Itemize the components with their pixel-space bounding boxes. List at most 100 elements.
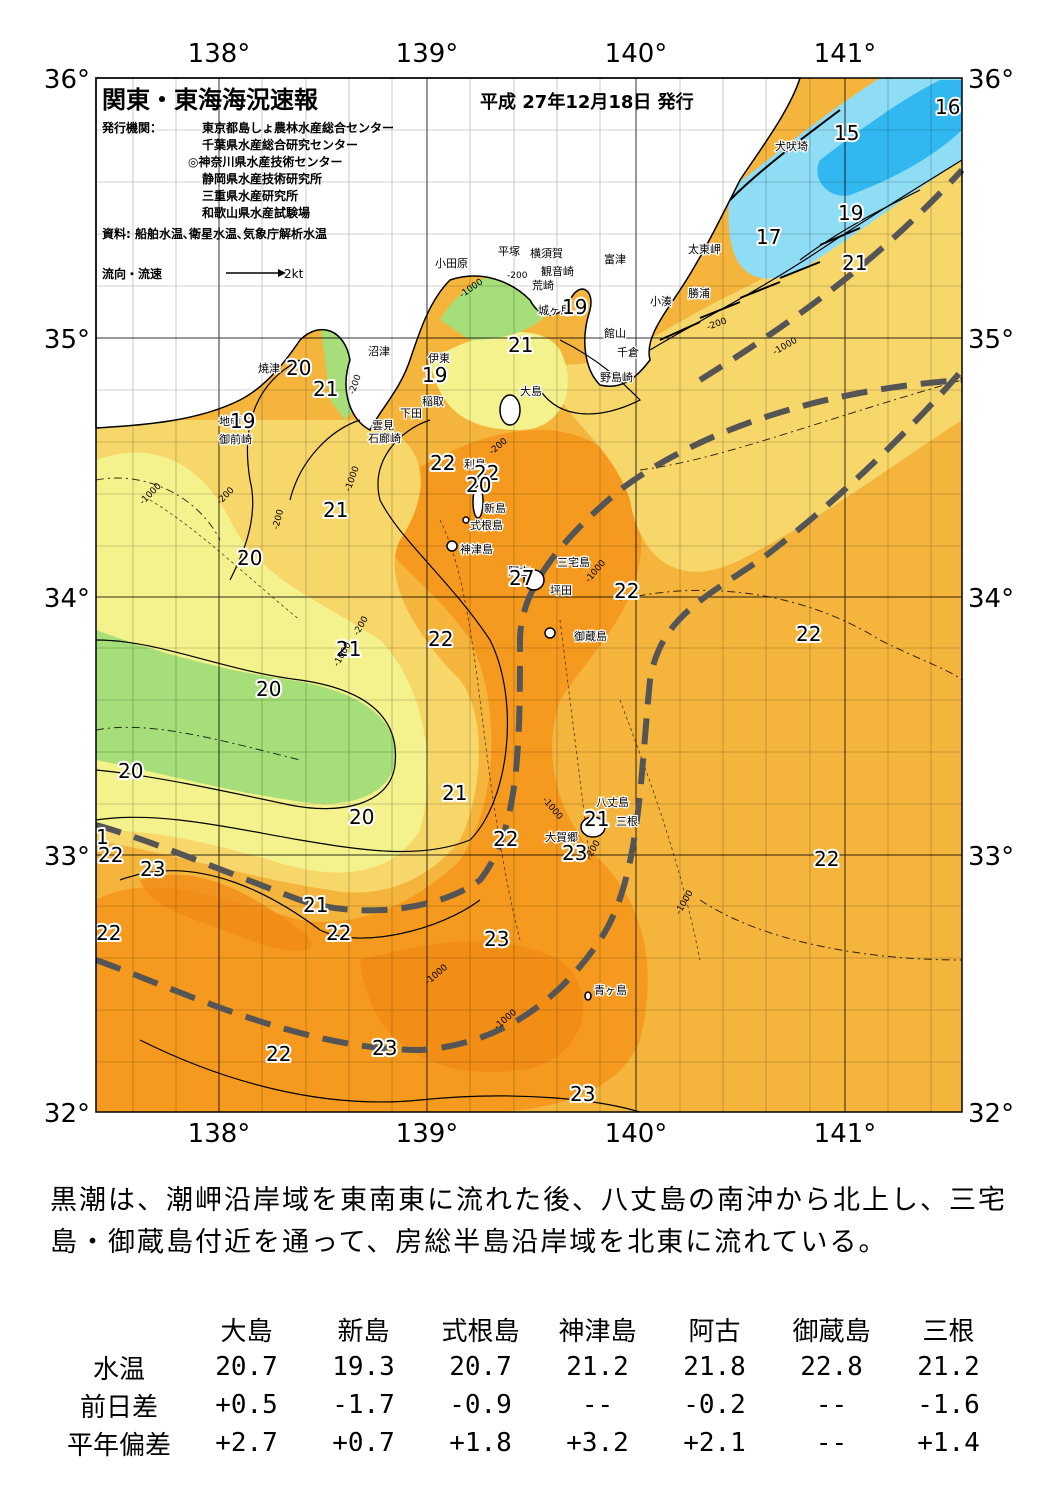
island-niijima <box>472 485 484 519</box>
place-ito: 伊東 <box>428 352 450 365</box>
isotherm-label: 23 <box>484 927 509 951</box>
isotherm-label: 21 <box>842 251 867 275</box>
place-arasaki: 荒崎 <box>532 278 554 292</box>
table-cell: -- <box>815 1390 848 1420</box>
table-cell: +2.1 <box>683 1428 746 1458</box>
isotherm-label: 21 <box>336 637 361 661</box>
isotherm-label: 1 <box>96 825 109 849</box>
sea-condition-map: 138° 139° 140° 141° 138° 139° 140° 141° … <box>44 39 1014 1149</box>
depth-label: -200 <box>507 271 528 281</box>
isotherm-label: 23 <box>570 1082 595 1106</box>
place-kozushima: 神津島 <box>460 542 493 556</box>
lat-label-34-left: 34° <box>44 584 90 614</box>
station-header: 新島 <box>337 1316 390 1347</box>
publisher-label: 発行機関： <box>101 120 162 135</box>
isotherm-label: 22 <box>796 622 821 646</box>
place-yokosuka: 横須賀 <box>530 246 563 260</box>
table-cell: 20.7 <box>215 1352 278 1382</box>
map-svg: 138° 139° 140° 141° 138° 139° 140° 141° … <box>44 39 1014 1149</box>
table-cell: 21.2 <box>917 1352 980 1382</box>
islands <box>446 394 606 1001</box>
island-oshima <box>499 394 521 426</box>
sea-zone-hotter <box>140 874 584 1072</box>
table-cell: 20.7 <box>449 1352 512 1382</box>
table-corner <box>50 1310 188 1348</box>
place-niijima: 新島 <box>484 501 506 515</box>
isotherm-label: 22 <box>474 461 499 485</box>
table-cell: 22.8 <box>800 1352 863 1382</box>
place-miyakejima: 三宅島 <box>557 555 590 569</box>
place-oshima: 大島 <box>520 384 542 398</box>
place-mikurajima: 御蔵島 <box>574 629 607 643</box>
table-cell: +2.7 <box>215 1428 278 1458</box>
isotherm-label: 22 <box>430 451 455 475</box>
current-legend-scale: 2kt <box>284 267 304 281</box>
island-toshima <box>478 473 488 483</box>
isotherm-label: 21 <box>508 333 533 357</box>
place-inatori: 稲取 <box>422 395 444 408</box>
isotherm-label: 22 <box>96 921 121 945</box>
lat-label-33-right: 33° <box>968 842 1014 872</box>
sea-zone-cool-green-coast <box>320 270 560 420</box>
place-omaezaki: 御前崎 <box>219 432 252 446</box>
isotherm-half-lines <box>95 379 963 961</box>
isotherm-label: 27 <box>509 566 534 590</box>
table-cell: 19.3 <box>332 1352 395 1382</box>
lon-label-141-bottom: 141° <box>814 1119 877 1149</box>
isotherm-labels: 16 15 19 17 21 19 19 21 20 21 19 22 22 2… <box>94 93 962 1108</box>
place-odawara: 小田原 <box>435 257 468 270</box>
station-header: 三根 <box>922 1316 975 1347</box>
isotherm-label: 19 <box>562 295 587 319</box>
island-shikinejima <box>462 516 470 524</box>
station-header: 御蔵島 <box>792 1316 871 1347</box>
isotherm-label: 17 <box>756 225 781 249</box>
table-row-water-temp: 水温 20.7 19.3 20.7 21.2 21.8 22.8 21.2 <box>50 1348 1007 1386</box>
isotherm-label: 21 <box>442 781 467 805</box>
lat-label-35-right: 35° <box>968 325 1014 355</box>
isotherm-label: 21 <box>303 893 328 917</box>
isotherm-label: 20 <box>256 677 281 701</box>
latitude-labels-right: 36° 35° 34° 33° 32° <box>968 65 1014 1129</box>
row-label: 前日差 <box>79 1392 158 1423</box>
map-header: 関東・東海海況速報 平成 27年12月18日 発行 発行機関： 東京都島しょ農林… <box>101 86 694 281</box>
place-mitsune: 三根 <box>616 814 638 828</box>
table-cell: -1.7 <box>332 1390 395 1420</box>
table-cell: +3.2 <box>566 1428 629 1458</box>
isotherm-label: 19 <box>422 363 447 387</box>
publisher-2: 千葉県水産総合研究センター <box>202 137 358 152</box>
table-cell: 21.2 <box>566 1352 629 1382</box>
place-futtsu: 富津 <box>604 252 626 266</box>
minor-grid <box>96 78 962 1112</box>
lat-label-33-left: 33° <box>44 842 90 872</box>
island-hachijojima <box>580 816 606 838</box>
lat-label-32-left: 32° <box>44 1099 90 1129</box>
place-yaizu: 焼津 <box>258 362 280 375</box>
lon-label-138-top: 138° <box>188 39 251 69</box>
isotherm-label: 19 <box>230 409 255 433</box>
isotherm-label: 22 <box>814 847 839 871</box>
table-cell: +1.4 <box>917 1428 980 1458</box>
lat-label-32-right: 32° <box>968 1099 1014 1129</box>
table-row-prev-day-diff: 前日差 +0.5 -1.7 -0.9 -- -0.2 -- -1.6 <box>50 1386 1007 1424</box>
isotherm-label: 22 <box>493 827 518 851</box>
place-tateyama: 館山 <box>604 326 626 340</box>
isotherm-label: 22 <box>98 843 123 867</box>
isotherm-label: 22 <box>326 921 351 945</box>
issue-date: 平成 27年12月18日 発行 <box>480 91 694 113</box>
table-cell: +1.8 <box>449 1428 512 1458</box>
place-shimoda: 下田 <box>400 407 422 420</box>
isotherm-label: 21 <box>584 807 609 831</box>
sea-zone-mild-north <box>430 331 568 430</box>
isotherm-label: 20 <box>118 759 143 783</box>
summary-text: 黒潮は、潮岬沿岸域を東南東に流れた後、八丈島の南沖から北上し、三宅島・御蔵島付近… <box>50 1185 1007 1258</box>
major-grid <box>96 78 962 1112</box>
lat-label-35-left: 35° <box>44 325 90 355</box>
lon-label-139-bottom: 139° <box>396 1119 459 1149</box>
publisher-1: 東京都島しょ農林水産総合センター <box>202 120 394 135</box>
current-arrows <box>659 227 861 341</box>
data-sources: 資料: 船舶水温､衛星水温､気象庁解析水温 <box>102 226 327 241</box>
place-inubosaki: 犬吠埼 <box>775 139 808 153</box>
isotherm-lines <box>95 109 963 1113</box>
place-aogashima: 青ヶ島 <box>594 983 627 997</box>
place-jogashima: 城ヶ島 <box>538 303 571 317</box>
